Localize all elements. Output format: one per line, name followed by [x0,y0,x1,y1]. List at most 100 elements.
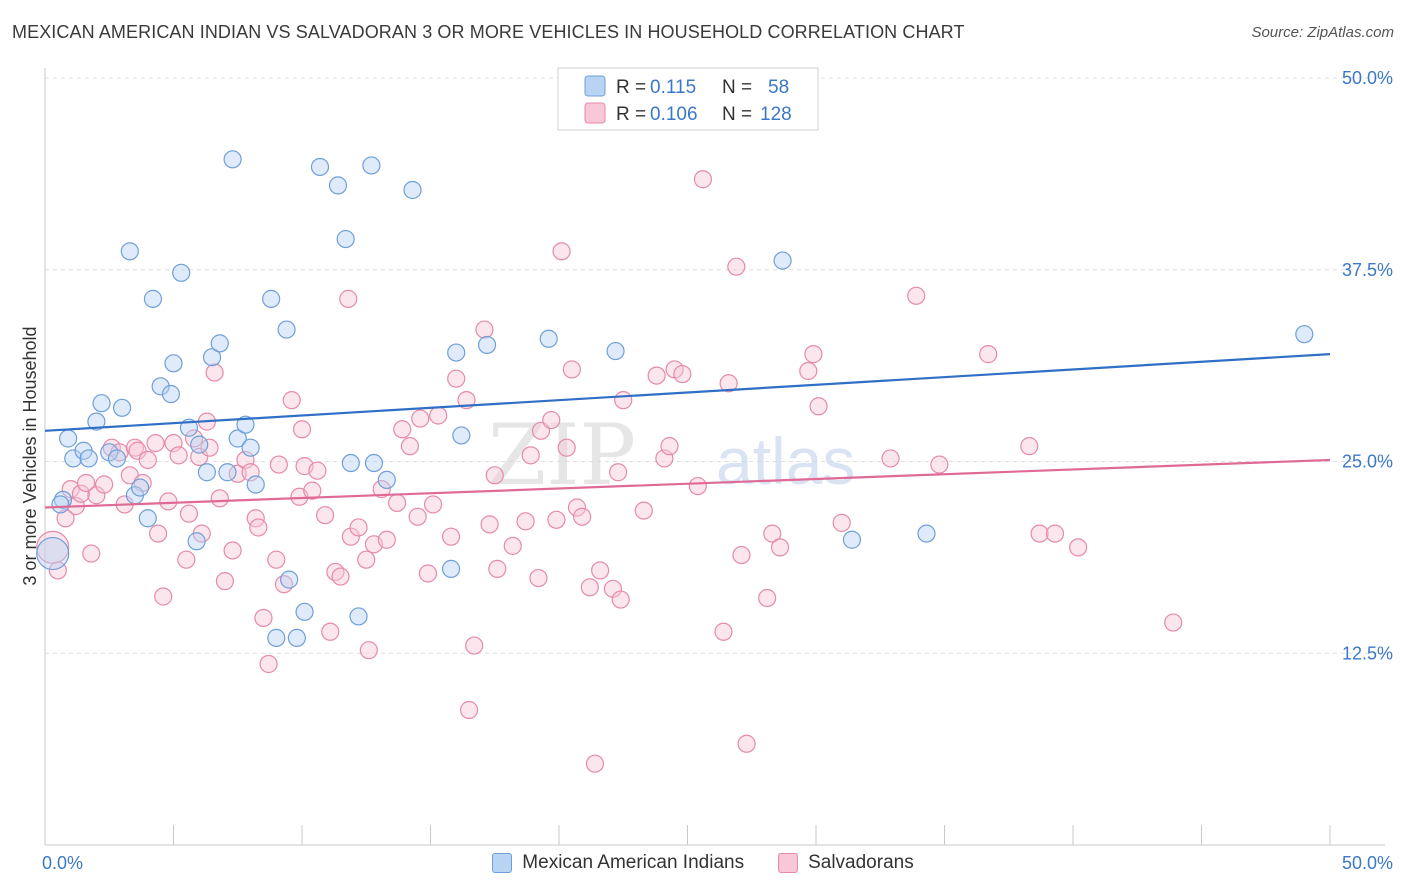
data-point [660,437,679,456]
data-point [452,426,471,445]
data-point [200,438,219,457]
data-point [310,157,330,177]
data-point [1164,613,1183,632]
data-point [488,559,507,578]
legend-swatch-pink [778,853,799,873]
data-point [259,654,278,674]
data-point [128,441,147,460]
data-point [321,622,340,641]
data-point [539,329,558,348]
legend-n-value: 58 [768,77,789,98]
data-point [521,446,540,465]
data-point [562,360,581,379]
data-point [573,507,592,526]
data-point [403,180,422,200]
data-point [159,492,178,511]
data-point [125,438,145,457]
data-point [1045,524,1065,543]
data-point [190,435,209,454]
data-point [714,622,733,641]
data-point [758,588,777,608]
data-point [357,550,376,569]
data-point [647,366,666,385]
data-point [441,559,461,578]
data-point [187,532,206,551]
data-point [331,567,350,586]
mexican-american-indians-points [36,150,1314,648]
data-point [79,449,98,468]
data-point [218,463,237,482]
data-point [606,341,625,361]
data-point [146,433,165,453]
data-point [557,438,576,457]
data-point [719,374,738,393]
data-point [215,572,234,591]
data-point [56,509,75,528]
data-point [308,461,327,480]
data-point [1069,538,1088,557]
data-point [112,398,132,417]
legend-label: Salvadorans [808,852,914,873]
data-point [979,345,998,364]
legend-n-value: 128 [760,104,792,125]
data-point [95,475,114,494]
trend-line [44,458,1331,509]
legend-r-value: 0.106 [650,104,698,125]
x-tick-label: 0.0% [42,853,83,873]
data-point [282,391,301,410]
legend-swatch-blue [584,75,606,97]
data-point [267,550,286,569]
data-point [475,320,494,339]
data-point [362,156,381,175]
data-point [154,587,173,606]
data-point [400,437,420,456]
axes [44,68,1385,846]
data-point [611,590,630,609]
data-point [547,510,566,529]
data-point [241,438,260,457]
data-point [292,420,312,439]
data-point [1020,437,1039,456]
legend-n-label: N = [722,104,752,125]
data-point [567,498,587,517]
data-point [614,391,633,410]
data-point [205,363,224,382]
data-point [459,700,479,720]
legend-swatch-pink [584,102,606,124]
data-point [210,489,229,508]
data-point [673,364,692,384]
y-tick-label: 37.5% [1342,260,1393,280]
data-point [341,527,360,546]
tick-labels: 12.5% 25.0% 37.5% 50.0% 0.0% 50.0% [42,68,1393,873]
legend-r-value: 0.115 [650,77,696,98]
y-tick-label: 50.0% [1342,68,1393,88]
data-point [130,478,150,497]
data-point [763,524,782,543]
data-point [336,229,355,249]
data-point [87,412,106,431]
data-point [143,289,163,308]
data-point [693,170,713,189]
data-point [503,536,522,555]
data-point [295,602,314,621]
data-point [411,409,430,428]
data-point [737,734,756,753]
data-point [529,568,548,588]
data-point [236,415,255,434]
data-point [92,394,111,413]
data-point [287,628,306,648]
legend-r-label: R = [616,77,646,98]
source-credit: Source: ZipAtlas.com [1251,24,1394,41]
data-point [303,481,322,500]
data-point [881,449,900,468]
data-point [809,397,828,416]
data-point [418,564,438,583]
data-point [799,361,818,381]
legend-item-mexican-american-indians: Mexican American Indians [492,852,744,874]
data-point [316,506,335,525]
data-point [202,348,222,367]
data-point [359,641,378,660]
chart-title: MEXICAN AMERICAN INDIAN VS SALVADORAN 3 … [12,22,965,42]
legend-top: R = 0.115 N = 58 R = 0.106 N = 128 [557,67,819,131]
